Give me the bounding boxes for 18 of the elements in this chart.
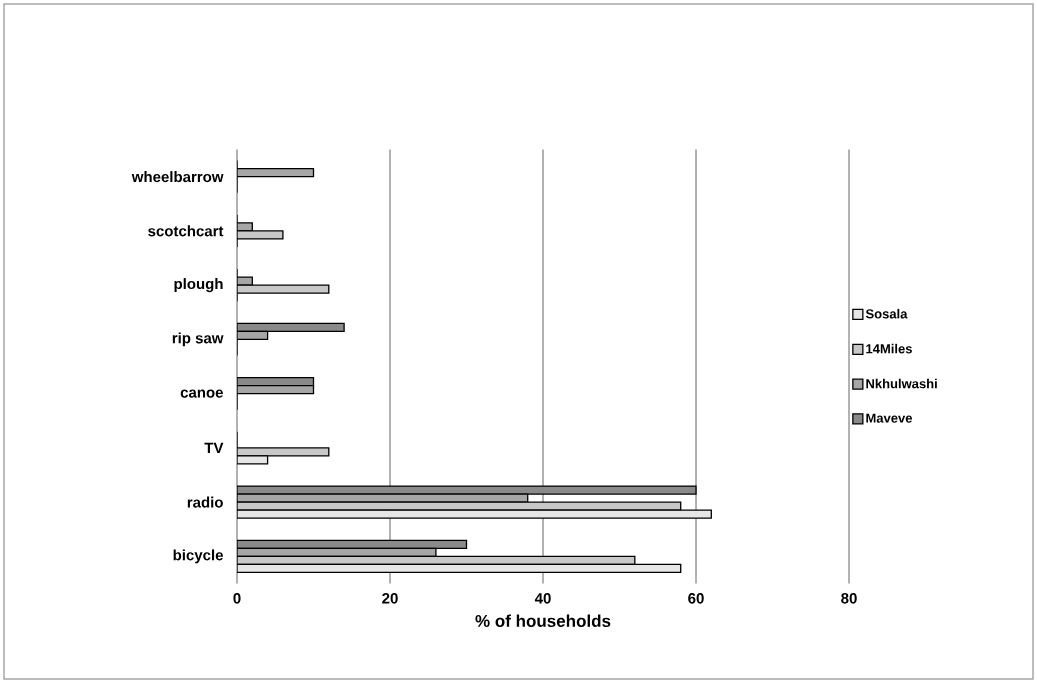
legend-label: 14Miles — [866, 343, 912, 354]
x-tick-label: 40 — [534, 593, 551, 604]
y-tick-label: rip saw — [172, 332, 224, 347]
x-tick-label: 80 — [841, 593, 857, 604]
y-tick-label: wheelbarrow — [131, 171, 224, 183]
legend-label: Nkhulwashi — [866, 378, 937, 389]
y-tick-label: canoe — [180, 389, 223, 398]
y-tick-label: bicycle — [173, 549, 223, 564]
y-tick-label: radio — [187, 496, 223, 508]
legend-label: Maveve — [866, 413, 913, 423]
x-tick-label: 20 — [382, 593, 398, 604]
y-tick-label: plough — [174, 278, 223, 293]
x-tick-label: 0 — [233, 593, 241, 604]
x-axis-title: % of households — [475, 614, 611, 627]
y-tick-label: scotchcart — [148, 225, 224, 237]
x-tick-label: 60 — [688, 593, 704, 604]
y-tick-label: TV — [204, 442, 224, 454]
legend-label: Sosala — [865, 308, 908, 319]
